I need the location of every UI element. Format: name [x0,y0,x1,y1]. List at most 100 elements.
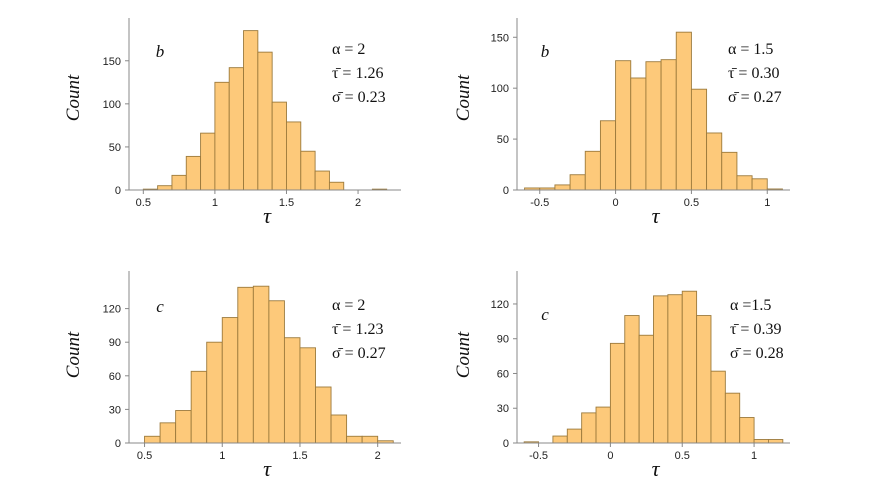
histogram-bar [286,121,302,191]
x-axis-title: τ [263,203,272,228]
histogram-bar [190,370,208,444]
panel-label: c [156,297,164,316]
y-axis-title: Count [63,74,84,121]
histogram-bar [599,120,617,191]
x-tick-label: -0.5 [529,450,548,462]
y-tick-label: 30 [497,403,509,415]
y-tick-label: 60 [497,368,509,380]
histogram-bar [271,101,287,191]
stat-alpha: α = 2 [332,297,365,314]
x-tick-label: 0 [613,197,619,209]
x-tick-label: 0.5 [675,450,690,462]
x-tick-label: 1 [212,197,218,209]
histogram-bar [751,178,768,191]
histogram-bar [300,150,316,191]
y-tick-label: 90 [497,334,509,346]
stat-tau-mean: τ̄ = 1.23 [332,321,383,338]
histogram-bar [171,174,187,191]
x-axis-title: τ [652,456,661,481]
histogram-bar [175,410,192,444]
y-tick-label: 100 [103,99,121,111]
x-tick-label: 2 [355,197,361,209]
histogram-bar [228,67,244,191]
histogram-bar [214,81,230,191]
histogram-bar [314,170,330,191]
x-axis-title: τ [263,456,272,481]
y-tick-label: 100 [491,83,509,95]
histogram-bar [361,435,379,444]
y-tick-label: 30 [109,404,121,416]
histogram-bar [299,347,316,444]
histogram-bar [753,439,769,444]
x-tick-label: 1 [219,450,225,462]
histogram-bar [609,342,626,444]
histogram-bar [552,435,568,444]
histogram-bar [706,132,723,191]
y-axis-title: Count [453,331,474,378]
stat-sigma-mean: σ̄ = 0.28 [730,345,784,362]
histogram-panel-2: -0.5 0 0.5 1 0 50 100 150 Count τ b α = 1.5 τ̄ = 0.3… [453,18,790,228]
x-tick-label: 0 [607,450,613,462]
x-tick-label: 2 [375,450,381,462]
stat-tau-mean: τ̄ = 0.30 [728,65,779,82]
histogram-bar [638,334,654,444]
y-tick-label: 0 [503,185,509,197]
histogram-bar [675,31,692,191]
y-tick-label: 60 [109,371,121,383]
histogram-bar [615,60,632,191]
histogram-bar [243,30,259,191]
histogram-bar [268,300,285,444]
panel-label: b [541,42,550,61]
histogram-bar [569,174,586,191]
histogram-bar [624,315,640,444]
histogram-bar [283,337,301,444]
histogram-bar [584,150,601,191]
histogram-bar [206,341,223,444]
y-tick-label: 150 [103,56,121,68]
histogram-bar [660,59,677,191]
histogram-bar [185,155,202,191]
histogram-bar [721,151,738,191]
stat-alpha: α = 2 [332,41,365,58]
histogram-bar [252,285,270,444]
y-tick-label: 50 [109,142,121,154]
x-tick-label: 1.5 [279,197,294,209]
histogram-bar [257,51,273,191]
histogram-bar [696,315,712,444]
histogram-bar [237,286,254,444]
histogram-bar [739,417,755,444]
y-tick-label: 0 [115,185,121,197]
histogram-bar [328,181,345,191]
panel-label: c [541,305,549,324]
histogram-bar [630,77,647,191]
histogram-bar [157,185,173,191]
x-tick-label: 1 [764,197,770,209]
y-axis-title: Count [63,331,84,378]
y-axis-title: Count [453,74,474,121]
histogram-bar [690,88,708,191]
histogram-bar [330,414,348,444]
histogram-bar [724,392,741,444]
x-tick-label: 0.5 [136,197,151,209]
stat-sigma-mean: σ̄ = 0.27 [728,89,782,106]
stat-alpha: α = 1.5 [728,41,773,58]
histogram-bar [200,132,216,191]
y-tick-label: 50 [497,134,509,146]
histogram-bar [315,386,332,444]
histogram-bar [144,435,161,444]
histogram-bar [595,406,611,444]
x-tick-label: 1.5 [292,450,307,462]
histogram-bar [653,295,669,444]
stat-sigma-mean: σ̄ = 0.27 [332,345,386,362]
histogram-bar [566,428,583,444]
x-tick-label: 1 [751,450,757,462]
x-tick-label: 0.5 [684,197,699,209]
y-tick-label: 0 [503,438,509,450]
histogram-bar [346,435,363,444]
histogram-bar [645,61,662,191]
histogram-panel-3: 0.5 1 1.5 2 0 30 60 90 120 Count τ c α = 2 τ̄ = 1.23 σ… [63,271,401,481]
histogram-panel-4: -0.5 0 0.5 1 0 30 60 90 120 Count τ c α =1.5 τ̄ = 0.3… [453,271,790,481]
histogram-bar [736,175,753,191]
x-tick-label: 0.5 [137,450,152,462]
